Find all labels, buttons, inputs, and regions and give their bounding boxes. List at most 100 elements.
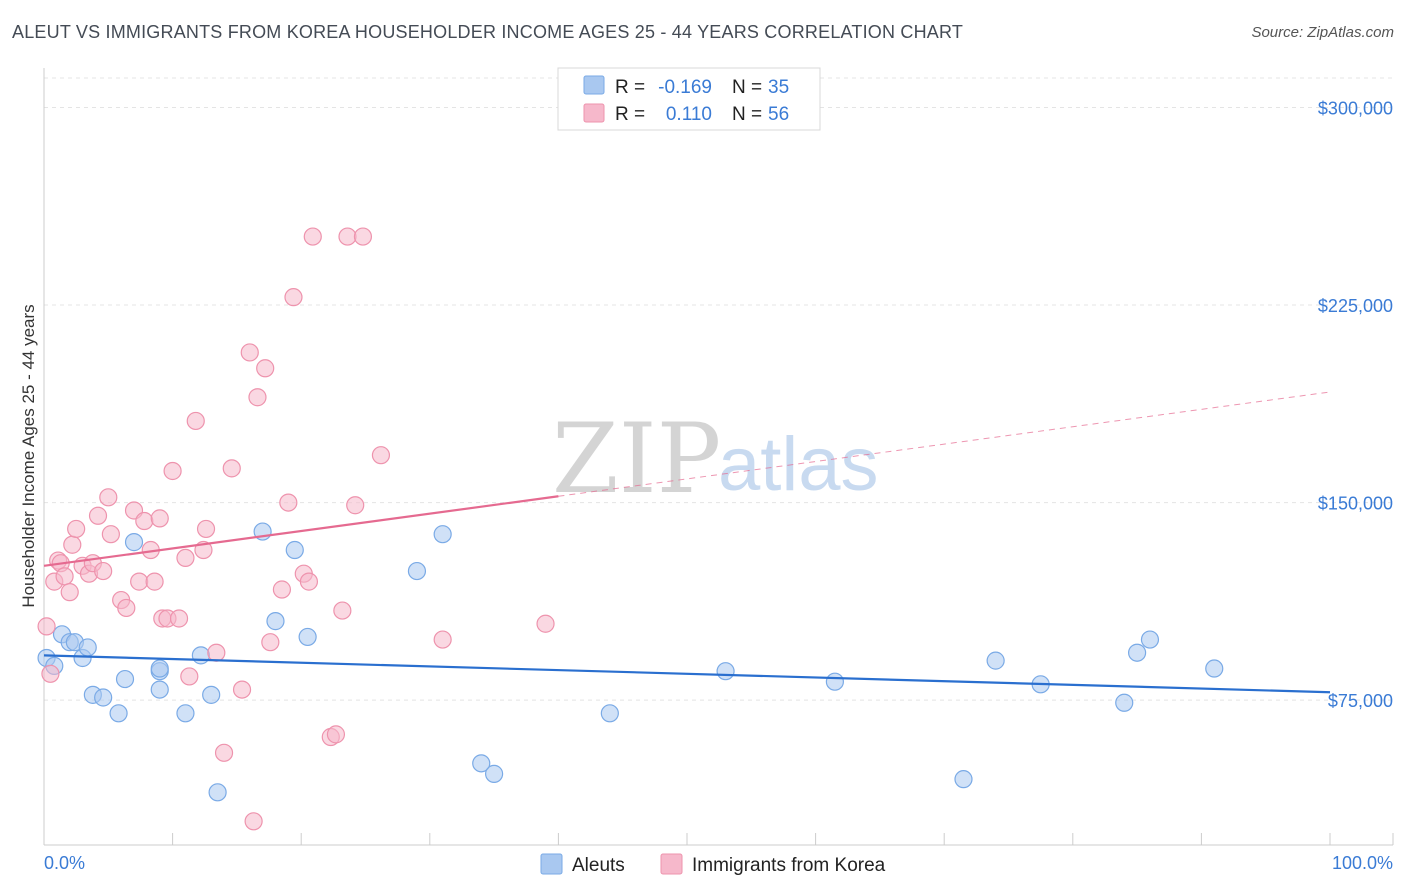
point-korea [63,535,82,554]
y-tick-label: $225,000 [1318,296,1393,316]
point-korea [145,572,164,591]
point-korea [222,459,241,478]
x-tick-marks [172,833,1394,845]
point-korea [326,725,346,744]
scatter-points [37,227,1224,831]
point-aleuts [191,646,210,665]
point-aleuts [954,770,973,789]
point-korea [88,506,108,525]
point-korea [169,609,189,628]
point-korea [346,496,365,515]
point-korea [37,617,56,636]
point-aleuts [433,525,452,544]
point-aleuts [1140,630,1160,649]
stats-legend-n-value-aleuts: 35 [768,77,789,98]
point-korea [284,288,303,307]
x-tick-label-min: 0.0% [44,853,85,873]
trend-line-korea [43,495,559,567]
point-korea [196,519,216,539]
point-korea [135,511,154,531]
series-legend-swatch-korea [660,853,683,875]
point-korea [338,227,357,246]
series-legend-swatch-aleuts [540,853,563,875]
point-aleuts [1127,643,1147,662]
stats-legend-r-label-korea: R = [615,104,645,125]
point-aleuts [407,561,427,581]
point-korea [433,630,452,649]
point-korea [261,633,280,652]
point-korea [150,509,169,528]
point-aleuts [472,754,491,773]
point-korea [303,227,322,246]
point-korea [272,580,292,599]
point-korea [117,598,136,618]
stats-legend-n-value-korea: 56 [768,104,789,125]
y-tick-label: $300,000 [1318,99,1393,119]
point-korea [279,493,298,512]
point-korea [353,227,373,246]
stats-legend-r-value-korea: 0.110 [666,104,712,125]
gridlines [44,77,1393,701]
point-aleuts [109,704,128,723]
point-aleuts [266,612,285,631]
point-korea [248,388,267,407]
point-korea [55,567,74,586]
chart-source: Source: ZipAtlas.com [1251,24,1394,41]
point-korea [214,743,234,762]
point-korea [371,446,391,465]
point-korea [101,525,120,544]
point-korea [67,519,86,539]
y-tick-label: $75,000 [1328,691,1393,711]
point-korea [130,572,149,591]
watermark-zip: ZIP [552,403,721,515]
stats-legend-r-label-aleuts: R = [615,77,645,98]
stats-legend: R = -0.169 N = 35 R = 0.110 N = 56 [557,67,821,131]
trend-lines [43,391,1331,694]
point-korea [536,614,555,633]
trend-line-korea-dashed [558,391,1331,497]
stats-legend-swatch-korea [583,103,605,123]
point-korea [207,643,226,662]
point-korea [244,812,263,831]
point-korea [176,548,195,568]
y-axis-label: Householder Income Ages 25 - 44 years [19,304,38,607]
point-aleuts [150,659,169,678]
point-korea [232,680,252,699]
point-aleuts [285,540,304,560]
point-aleuts [78,638,97,657]
point-korea [333,601,352,620]
point-aleuts [716,662,735,681]
point-aleuts [1115,693,1134,712]
point-aleuts [986,651,1005,670]
axes [43,68,1393,846]
point-korea [41,664,60,683]
point-aleuts [825,672,844,691]
point-korea [240,343,259,362]
point-aleuts [298,627,317,647]
point-aleuts [202,685,221,704]
point-korea [60,583,79,602]
chart-title: ALEUT VS IMMIGRANTS FROM KOREA HOUSEHOLD… [12,22,964,42]
point-aleuts [600,704,619,723]
stats-legend-r-value-aleuts: -0.169 [658,77,712,98]
stats-legend-n-label-korea: N = [732,104,762,125]
watermark-atlas: atlas [718,422,879,507]
point-aleuts [124,533,144,552]
point-korea [256,359,275,378]
point-korea [99,488,118,507]
x-tick-label-max: 100.0% [1332,853,1393,873]
point-korea [94,561,113,581]
point-aleuts [1205,659,1224,678]
series-legend: Aleuts Immigrants from Korea [540,853,886,876]
point-aleuts [176,704,195,723]
point-aleuts [208,783,227,802]
point-aleuts [485,764,504,783]
stats-legend-n-label-aleuts: N = [732,77,762,98]
point-korea [180,667,199,686]
y-tick-label: $150,000 [1318,494,1393,514]
trend-line-aleuts [43,654,1331,694]
point-korea [163,461,182,481]
y-tick-labels: $75,000 $150,000 $225,000 $300,000 [1318,99,1393,712]
stats-legend-swatch-aleuts [583,75,605,95]
point-korea [299,572,319,591]
